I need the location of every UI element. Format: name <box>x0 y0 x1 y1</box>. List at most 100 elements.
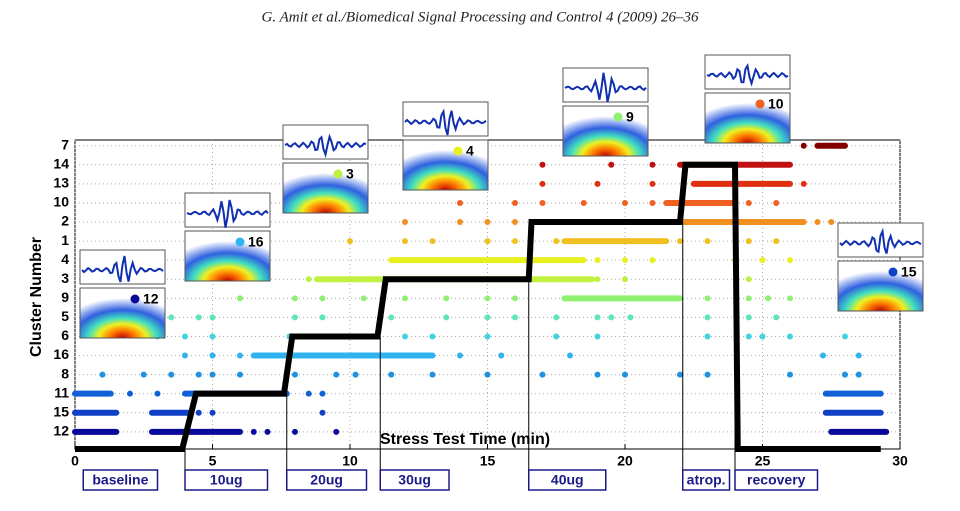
y-tick-label: 8 <box>61 365 69 381</box>
cluster-dot <box>814 219 821 226</box>
cluster-dot <box>539 199 546 206</box>
inset-label: 9 <box>626 109 634 125</box>
inset-label: 16 <box>248 234 264 250</box>
phase-box <box>379 469 450 491</box>
cluster-dot <box>484 238 491 245</box>
cluster-dot <box>319 409 326 416</box>
inset: 4 <box>402 101 489 191</box>
cluster-dot <box>787 333 793 340</box>
y-axis-label: Cluster Number <box>28 237 45 357</box>
cluster-dot <box>745 199 752 206</box>
cluster-dot <box>484 371 491 378</box>
cluster-dot <box>154 390 161 397</box>
cluster-dot <box>209 409 216 416</box>
cluster-dot <box>264 428 271 435</box>
x-tick-label: 20 <box>617 453 633 469</box>
y-tick-label: 12 <box>53 423 69 439</box>
cluster-dot <box>457 352 463 359</box>
cluster-dot <box>800 180 807 187</box>
cluster-dot <box>443 295 450 302</box>
cluster-dot <box>745 333 752 340</box>
cluster-dot <box>195 371 202 378</box>
cluster-dot <box>127 390 133 397</box>
cluster-dot <box>594 257 601 264</box>
y-tick-label: 15 <box>53 403 69 419</box>
phase-box <box>682 469 731 491</box>
inset: 12 <box>79 249 166 339</box>
cluster-dot <box>594 314 601 321</box>
phase-label: recovery <box>747 472 806 488</box>
cluster-dot <box>855 371 862 378</box>
cluster-dot <box>429 371 436 378</box>
cluster-dot <box>484 333 491 340</box>
cluster-dot <box>553 238 560 245</box>
x-tick-label: 25 <box>755 453 771 469</box>
cluster-dot <box>388 371 395 378</box>
cluster-dot <box>429 238 436 245</box>
cluster-dot <box>168 371 175 378</box>
cluster-dot <box>608 161 615 168</box>
y-tick-label: 5 <box>61 308 69 324</box>
inset-marker <box>755 99 765 109</box>
inset: 15 <box>837 222 924 312</box>
cluster-dot <box>333 371 340 378</box>
cluster-dot <box>182 352 188 359</box>
phase-box <box>184 469 269 491</box>
phase-label: 20ug <box>310 472 343 488</box>
phase-label: 30ug <box>398 472 431 488</box>
y-tick-label: 3 <box>61 270 69 286</box>
cluster-dot <box>759 333 766 340</box>
cluster-dot <box>209 371 216 378</box>
x-tick-label: 0 <box>71 453 79 469</box>
cluster-dot <box>484 314 491 321</box>
cluster-dot <box>484 219 491 226</box>
inset-marker <box>130 294 140 304</box>
cluster-dot <box>608 314 615 321</box>
cluster-dot <box>195 314 202 321</box>
y-tick-label: 13 <box>53 175 69 191</box>
cluster-dot <box>842 333 848 340</box>
cluster-dot <box>512 314 518 321</box>
cluster-dot <box>402 333 408 340</box>
cluster-dot <box>828 219 835 226</box>
x-tick-label: 5 <box>209 453 217 469</box>
cluster-dot <box>292 314 298 321</box>
cluster-dot <box>677 238 683 245</box>
cluster-dot <box>594 276 601 283</box>
cluster-dot <box>402 238 408 245</box>
y-tick-label: 7 <box>61 136 69 152</box>
inset-label: 10 <box>768 96 784 112</box>
cluster-dot <box>855 352 862 359</box>
cluster-dot <box>622 276 628 283</box>
cluster-dot <box>209 314 216 321</box>
cluster-dot <box>704 333 711 340</box>
cluster-dot <box>319 390 326 397</box>
cluster-dot <box>237 371 243 378</box>
cluster-dot <box>773 238 780 245</box>
cluster-dot <box>512 199 518 206</box>
cluster-dot <box>773 199 780 206</box>
phase-label: 10ug <box>210 472 243 488</box>
cluster-dot <box>402 219 408 226</box>
cluster-dot <box>402 295 408 302</box>
phase-box <box>286 469 368 491</box>
cluster-dot <box>429 333 436 340</box>
cluster-dot <box>237 295 243 302</box>
x-tick-label: 15 <box>480 453 496 469</box>
cluster-dot <box>745 238 752 245</box>
phase-label: atrop. <box>687 472 726 488</box>
inset-marker <box>613 112 623 122</box>
inset: 10 <box>704 54 791 144</box>
cluster-dot <box>305 390 312 397</box>
cluster-dot <box>649 180 656 187</box>
inset: 16 <box>184 192 271 282</box>
y-tick-label: 14 <box>53 155 69 171</box>
density-panel <box>402 139 489 191</box>
cluster-dot <box>567 352 573 359</box>
cluster-dot <box>704 295 711 302</box>
cluster-dot <box>539 371 546 378</box>
cluster-dot <box>787 295 793 302</box>
cluster-dot <box>333 428 340 435</box>
inset: 3 <box>282 124 369 214</box>
density-panel <box>79 287 166 339</box>
